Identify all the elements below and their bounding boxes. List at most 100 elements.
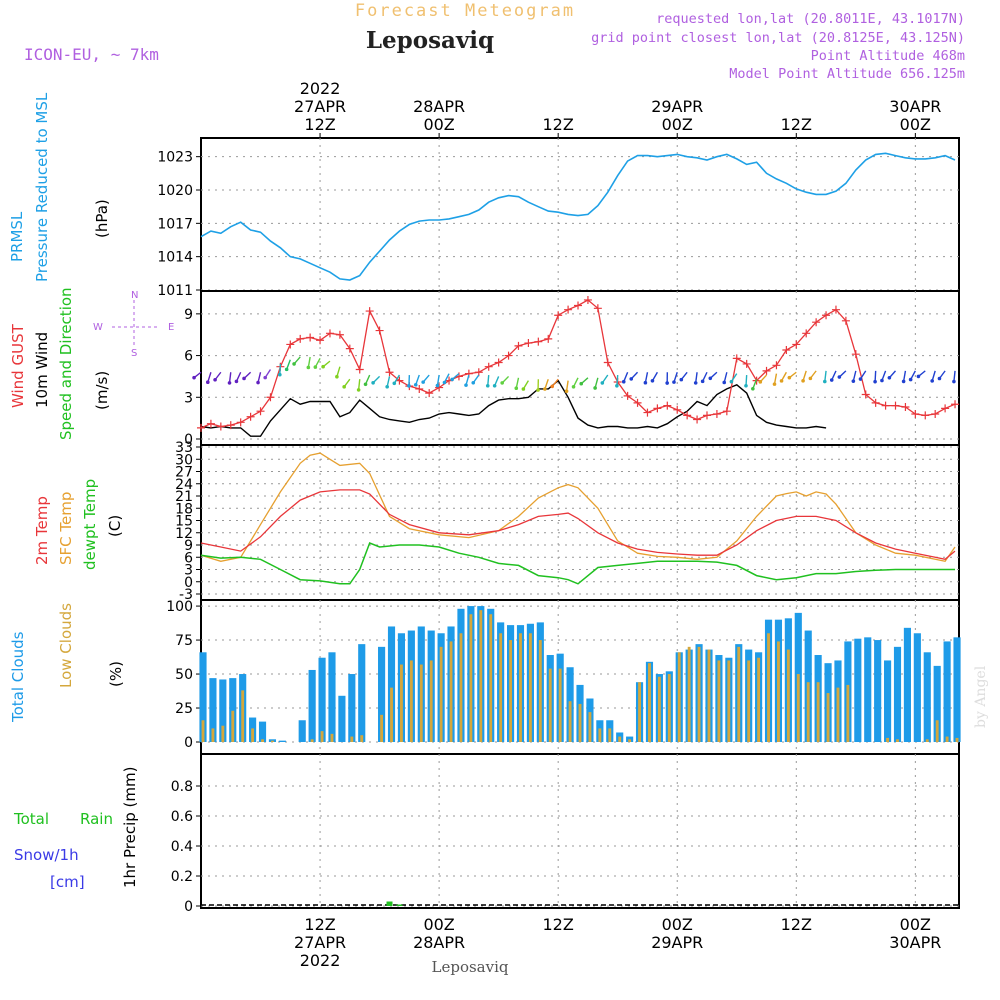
- compass-rose: N S W E: [93, 290, 174, 359]
- wind-arrow-head: [672, 380, 676, 384]
- gust-marker: [822, 311, 831, 320]
- panel-4: 0 0.2 0.4 0.6 0.8: [171, 753, 960, 915]
- top-time-label: 00Z: [423, 115, 454, 134]
- gust-marker: [524, 339, 533, 348]
- y-tick-label: 3: [184, 563, 193, 579]
- gust-marker: [236, 418, 245, 427]
- wind-arrow-head: [407, 384, 411, 388]
- snow-units: [cm]: [50, 873, 85, 891]
- gust-marker: [812, 318, 821, 327]
- panel-frame: [200, 137, 960, 292]
- gust-marker: [802, 329, 811, 338]
- wind-arrow-head: [313, 365, 318, 369]
- gust-marker: [246, 412, 255, 421]
- wind-arrow-head: [500, 381, 504, 385]
- panel-0: 1011 1014 1017 1020 1023: [157, 137, 960, 299]
- y-tick-label: 0: [184, 432, 193, 448]
- low-cloud-bar: [945, 736, 949, 742]
- total-cloud-bar: [378, 646, 386, 742]
- panel-frame: [200, 444, 960, 601]
- gust-marker: [772, 361, 781, 370]
- y-tick-label: 6: [184, 550, 193, 566]
- compass-west: W: [93, 322, 103, 333]
- pressure-label-1: PRMSL: [8, 211, 26, 262]
- gust-marker: [256, 407, 265, 416]
- wind-arrow-head: [385, 384, 389, 389]
- wind-arrow-head: [600, 381, 605, 385]
- bottom-time-label: 00Z: [900, 915, 931, 934]
- gust-marker: [732, 354, 741, 363]
- gust-marker: [316, 336, 325, 345]
- wind-arrow-head: [213, 377, 217, 382]
- low-cloud-bar: [677, 652, 681, 742]
- gust-marker: [415, 384, 424, 393]
- gust-marker: [435, 383, 444, 392]
- total-cloud-bar: [903, 627, 911, 742]
- total-cloud-bar: [923, 652, 931, 742]
- y-tick-label: 0.4: [171, 839, 193, 855]
- wind-label: 10m Wind: [33, 332, 51, 408]
- top-time-label: 00Z: [662, 115, 693, 134]
- low-cloud-bar: [667, 674, 671, 742]
- gust-marker: [693, 415, 702, 424]
- gust-marker: [554, 311, 563, 320]
- y-tick-label: 30: [175, 452, 193, 468]
- low-cloud-bar: [201, 720, 205, 742]
- wind-arrow-head: [729, 379, 734, 384]
- y-tick-label: 0: [184, 575, 193, 591]
- low-cloud-bar: [330, 733, 334, 742]
- wind-arrow-head: [593, 386, 597, 390]
- wind-arrow-head: [901, 379, 906, 384]
- y-tick-label: 1014: [157, 250, 193, 266]
- gust-marker: [544, 334, 553, 343]
- wind-arrow-head: [363, 382, 368, 387]
- rain-label-rain: Rain: [80, 810, 113, 828]
- total-cloud-bar: [338, 695, 346, 742]
- low-cloud-bar: [479, 610, 483, 742]
- gust-marker: [197, 423, 205, 432]
- bottom-time-label: 2022: [300, 951, 341, 970]
- wind-arrow-head: [371, 380, 375, 385]
- gust-marker: [593, 304, 602, 313]
- wind-arrow-head: [471, 381, 476, 385]
- gust-marker: [643, 408, 652, 417]
- low-cloud-bar: [390, 687, 393, 742]
- y-tick-label: 0: [184, 899, 193, 915]
- wind-arrow-head: [787, 375, 792, 380]
- total-cloud-bar: [874, 640, 882, 742]
- gust-marker: [375, 326, 384, 335]
- gust-marker: [345, 344, 354, 353]
- gust-marker: [335, 330, 344, 339]
- wind-arrow-head: [278, 372, 282, 377]
- precip-axis-label: 1hr Precip (mm): [121, 767, 139, 888]
- wind-arrow-head: [629, 377, 634, 381]
- compass-south: S: [131, 348, 137, 359]
- gust-marker: [355, 365, 364, 374]
- low-cloud-bar: [657, 676, 661, 742]
- total-cloud-bar: [219, 679, 227, 742]
- low-cloud-bar: [786, 649, 790, 742]
- top-time-label: 12Z: [543, 115, 574, 134]
- gust-marker: [712, 409, 721, 418]
- gust-marker: [742, 359, 751, 368]
- y-tick-label: 0.2: [171, 869, 193, 885]
- low-cloud-bar: [747, 660, 751, 742]
- gust-marker: [931, 409, 940, 418]
- wind-arrow-head: [292, 362, 296, 366]
- grid-point-coords: grid point closest lon,lat (20.8125E, 43…: [591, 30, 965, 46]
- wind-arrow-head: [700, 379, 705, 384]
- top-time-label: 28APR: [413, 97, 465, 116]
- low-cloud-bar: [310, 739, 314, 742]
- wind-arrow-head: [321, 364, 325, 369]
- wind-arrow-head: [536, 388, 540, 392]
- total-cloud-bar: [358, 644, 366, 742]
- wind-arrow-head: [665, 381, 669, 385]
- total-cloud-bar: [318, 657, 326, 742]
- wind-arrow-head: [227, 381, 232, 385]
- gust-marker: [504, 351, 513, 360]
- gust-marker: [831, 305, 840, 314]
- y-tick-label: 33: [175, 440, 193, 456]
- y-tick-label: 6: [184, 349, 193, 365]
